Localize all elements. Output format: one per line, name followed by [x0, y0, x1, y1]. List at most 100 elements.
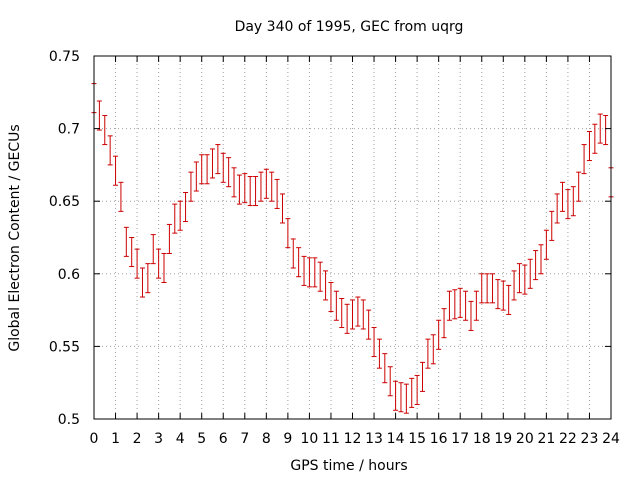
data-point — [355, 296, 361, 327]
data-point — [333, 290, 339, 321]
data-point — [199, 154, 205, 185]
data-point — [533, 250, 539, 281]
data-point — [586, 131, 592, 162]
data-point — [274, 178, 280, 209]
data-point — [296, 247, 302, 278]
data-point — [344, 303, 350, 334]
data-point — [118, 181, 124, 212]
x-tick-label: 2 — [133, 431, 142, 447]
y-tick-label: 0.7 — [58, 122, 80, 138]
data-point — [403, 383, 409, 414]
x-tick-label: 8 — [262, 431, 271, 447]
x-tick-label: 11 — [322, 431, 340, 447]
x-tick-label: 21 — [537, 431, 555, 447]
data-point — [463, 290, 469, 321]
x-tick-label: 6 — [219, 431, 228, 447]
data-point — [242, 173, 248, 204]
x-tick-label: 10 — [301, 431, 319, 447]
data-point — [457, 287, 463, 318]
data-point — [360, 299, 366, 330]
axis-ticks: 0 1 2 3 4 5 6 7 8 9 10 11 12 13 14 15 16 17 18 19 20 21 22 23 24… — [49, 49, 620, 447]
data-point — [603, 115, 609, 146]
data-point — [107, 135, 113, 166]
data-point — [312, 257, 318, 288]
x-tick-label: 9 — [283, 431, 292, 447]
data-point — [387, 366, 393, 397]
data-point — [279, 193, 285, 224]
data-point — [484, 273, 490, 304]
data-point — [339, 297, 345, 329]
data-point — [576, 171, 582, 202]
data-point — [177, 200, 183, 231]
y-tick-label: 0.65 — [49, 194, 80, 210]
data-point — [161, 252, 167, 284]
data-point — [247, 176, 253, 207]
x-tick-label: 13 — [365, 431, 383, 447]
grid-lines — [94, 56, 611, 419]
data-point — [371, 327, 377, 358]
data-point — [150, 234, 156, 265]
data-point — [516, 263, 522, 294]
data-point — [490, 273, 496, 304]
data-point — [226, 157, 232, 188]
data-point — [511, 270, 517, 301]
data-point — [366, 309, 372, 340]
x-tick-label: 20 — [516, 431, 534, 447]
y-tick-label: 0.6 — [58, 267, 80, 283]
data-point — [253, 176, 259, 207]
data-point — [446, 290, 452, 321]
data-point — [592, 123, 598, 154]
y-tick-label: 0.5 — [58, 412, 80, 428]
data-point — [236, 174, 242, 205]
data-point — [452, 289, 458, 320]
x-tick-label: 16 — [430, 431, 448, 447]
data-point — [145, 263, 151, 294]
x-tick-label: 24 — [602, 431, 620, 447]
data-point — [129, 237, 135, 268]
data-point — [420, 361, 426, 392]
data-point — [139, 267, 145, 298]
data-point — [188, 171, 194, 202]
data-point — [522, 264, 528, 295]
data-point — [328, 282, 334, 313]
data-point — [96, 100, 102, 131]
data-point — [382, 353, 388, 384]
data-point — [193, 161, 199, 192]
data-point — [123, 226, 129, 257]
data-point — [597, 113, 603, 144]
data-point — [220, 152, 226, 183]
data-point — [441, 308, 447, 339]
data-point — [560, 181, 566, 212]
x-tick-label: 0 — [90, 431, 99, 447]
data-point — [581, 144, 587, 175]
x-tick-label: 17 — [451, 431, 469, 447]
data-point — [473, 290, 479, 321]
data-point — [166, 223, 172, 254]
x-tick-label: 15 — [408, 431, 426, 447]
x-tick-label: 5 — [197, 431, 206, 447]
data-point — [549, 210, 555, 241]
x-tick-label: 4 — [176, 431, 185, 447]
data-point — [393, 380, 399, 411]
y-axis-title: Global Electron Content / GECUs — [7, 124, 23, 351]
data-point — [495, 279, 501, 310]
x-tick-label: 19 — [494, 431, 512, 447]
data-point — [543, 229, 549, 260]
data-point — [113, 155, 119, 186]
x-tick-label: 18 — [473, 431, 491, 447]
data-point — [376, 338, 382, 369]
data-point — [263, 168, 269, 199]
data-point — [468, 300, 474, 331]
data-point — [554, 193, 560, 224]
data-point — [183, 191, 189, 223]
data-point — [204, 154, 210, 185]
data-point — [570, 186, 576, 217]
data-point — [317, 261, 323, 292]
data-point — [479, 273, 485, 304]
data-point — [409, 377, 415, 408]
data-point — [156, 248, 162, 279]
x-tick-label: 7 — [240, 431, 249, 447]
data-point — [301, 255, 307, 286]
x-axis-title: GPS time / hours — [290, 458, 407, 474]
